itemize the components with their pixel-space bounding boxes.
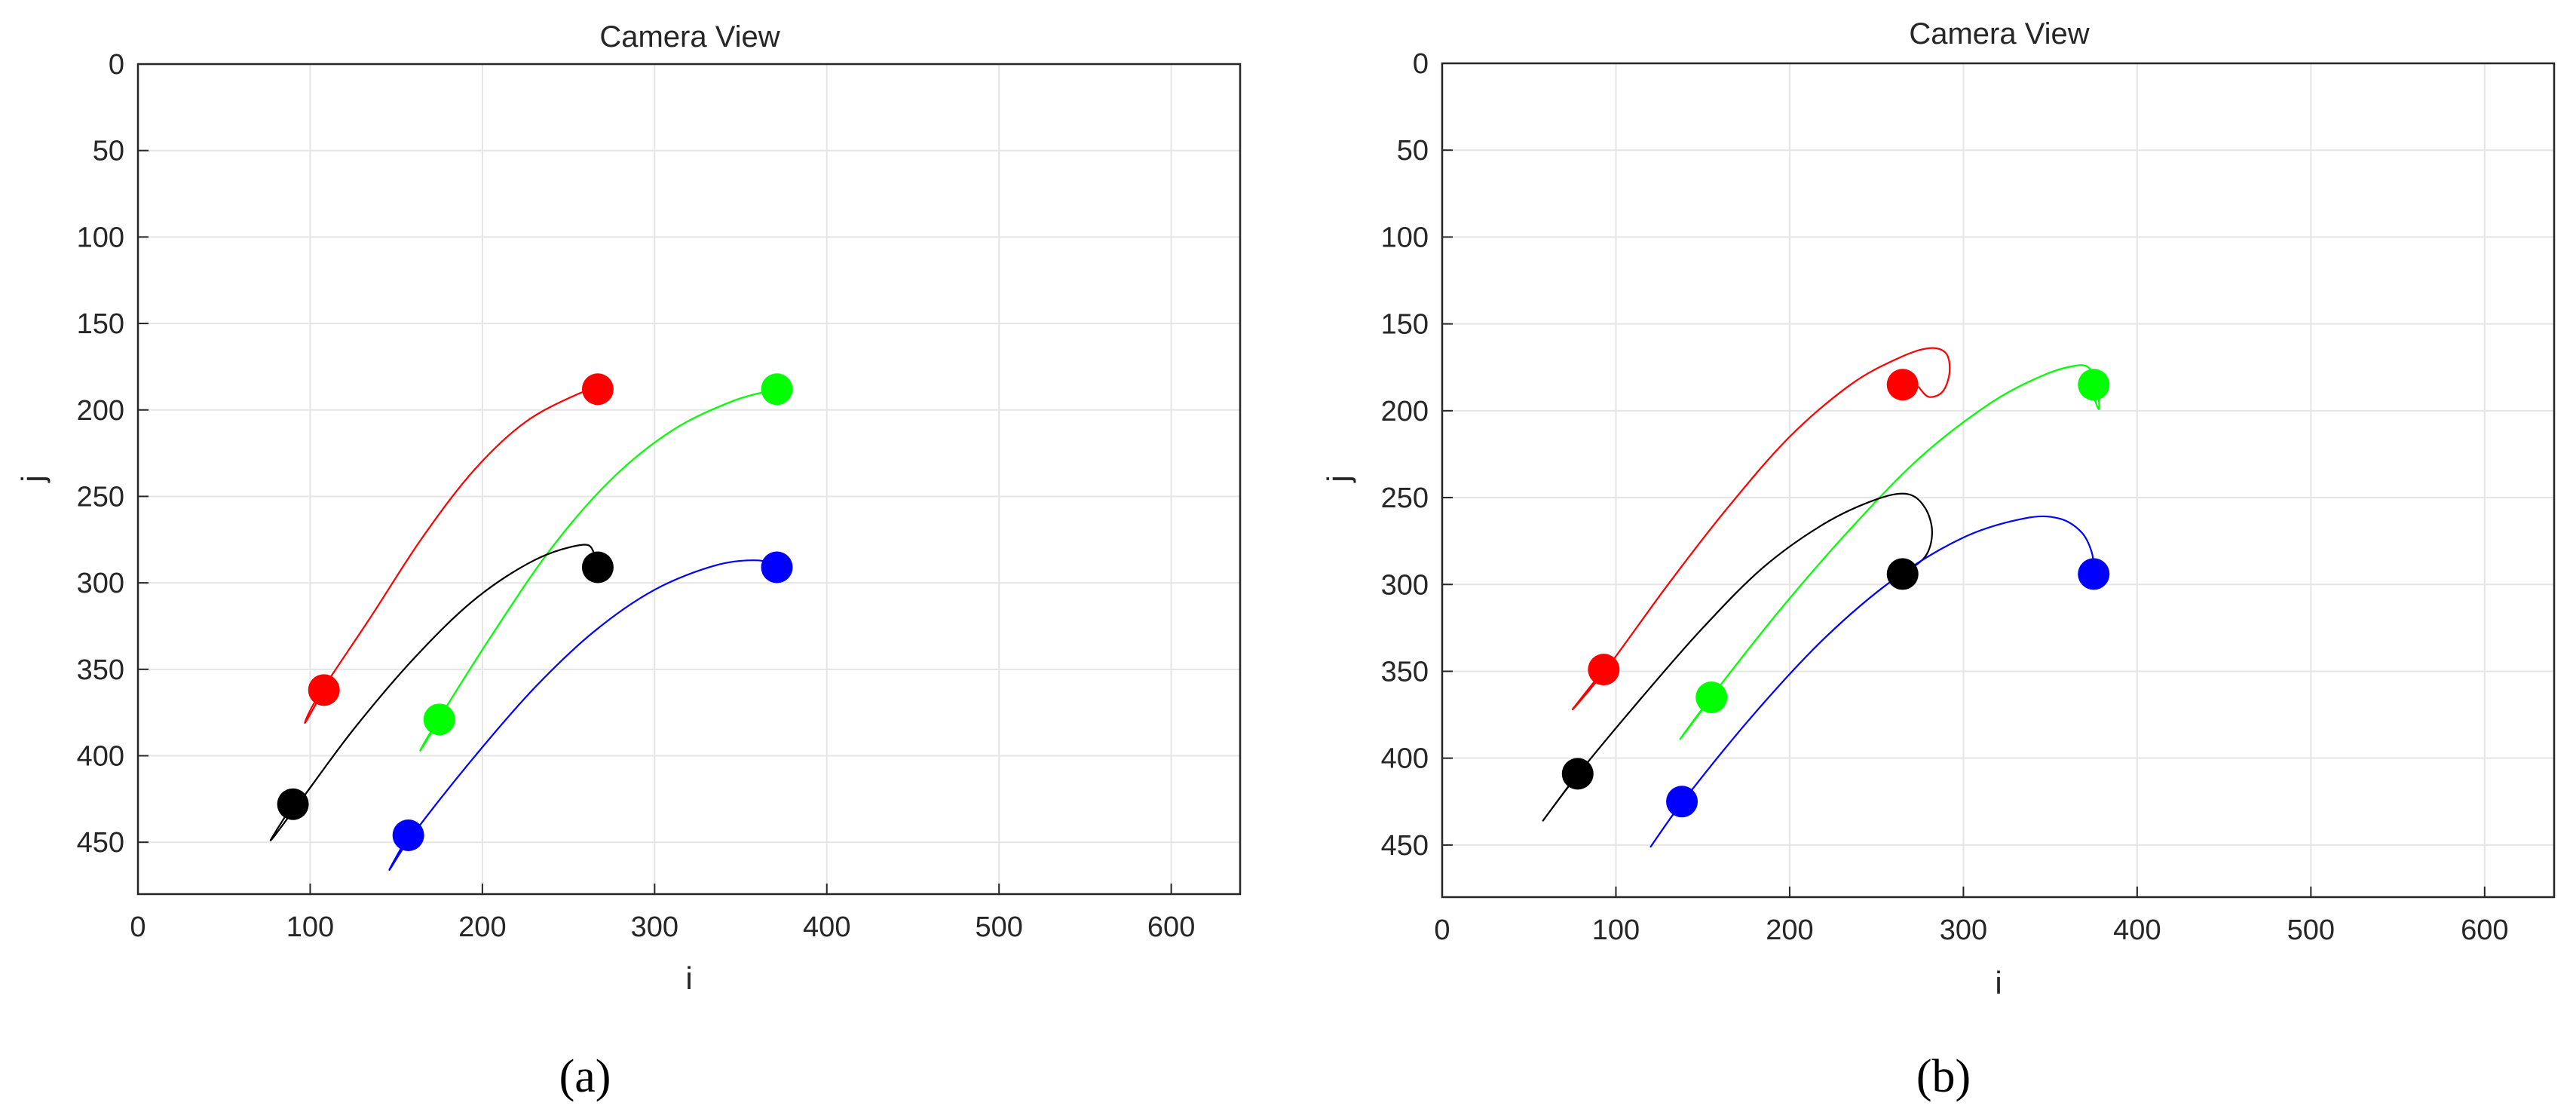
- y-tick-label: 400: [1381, 743, 1429, 775]
- x-tick-label: 200: [1766, 914, 1813, 946]
- x-tick-labels: 0 100 200 300 400 500 600: [1434, 887, 2509, 946]
- grid-lines: [137, 63, 1240, 894]
- x-tick-labels: 0 100 200 300 400 500 600: [130, 884, 1195, 943]
- trajectory-line: [1571, 347, 1951, 711]
- plot-frame: [136, 63, 1242, 896]
- chart-title: Camera View: [599, 20, 780, 54]
- y-tick-label: 250: [77, 481, 124, 513]
- y-axis-label: j: [15, 475, 51, 483]
- y-tick-label: 450: [1381, 830, 1429, 862]
- y-tick-label: 350: [1381, 656, 1429, 688]
- marker-point: [1588, 654, 1620, 686]
- y-tick-label: 300: [1381, 569, 1429, 601]
- marker-point: [1561, 758, 1594, 790]
- y-tick-label: 200: [1381, 396, 1429, 427]
- marker-point: [761, 373, 793, 406]
- y-tick-label: 150: [77, 308, 124, 340]
- y-tick-label: 200: [77, 395, 124, 427]
- marker-point: [1666, 786, 1698, 818]
- x-tick-label: 100: [286, 911, 334, 943]
- x-axis-label: i: [1995, 965, 2002, 1000]
- y-tick-label: 50: [1397, 135, 1429, 167]
- chart-title: Camera View: [1909, 17, 2089, 51]
- marker-point: [1886, 558, 1919, 590]
- trajectory-line: [1679, 364, 2100, 740]
- marker-point: [277, 788, 309, 820]
- y-tick-label: 100: [77, 222, 124, 253]
- y-tick-label: 400: [77, 741, 124, 773]
- y-tick-label: 450: [77, 827, 124, 859]
- marker-point: [392, 819, 424, 852]
- y-tick-labels: 0 50 100 150 200 250 300 350 400 450: [1381, 48, 1453, 862]
- grid-lines: [1441, 63, 2554, 897]
- x-tick-label: 400: [2113, 914, 2161, 946]
- x-axis-label: i: [685, 960, 692, 996]
- marker-point: [581, 551, 614, 584]
- y-tick-label: 50: [93, 136, 124, 167]
- x-tick-label: 100: [1592, 914, 1640, 946]
- y-axis-label: j: [1321, 475, 1356, 483]
- panel-caption: (a): [559, 1051, 611, 1102]
- markers: [277, 373, 793, 852]
- marker-point: [2078, 558, 2110, 590]
- y-tick-label: 150: [1381, 309, 1429, 341]
- marker-point: [581, 373, 614, 406]
- marker-point: [1886, 369, 1919, 401]
- y-tick-label: 250: [1381, 482, 1429, 514]
- y-tick-label: 350: [77, 654, 124, 686]
- trajectory-line: [419, 388, 777, 752]
- markers: [1561, 369, 2110, 818]
- y-tick-label: 0: [1413, 48, 1429, 80]
- panel-caption: (b): [1916, 1051, 1971, 1102]
- marker-point: [2078, 369, 2110, 401]
- x-tick-label: 400: [803, 911, 850, 943]
- x-tick-label: 500: [2287, 914, 2335, 946]
- trajectories: [1542, 347, 2100, 848]
- marker-point: [308, 674, 340, 706]
- x-tick-label: 0: [1434, 914, 1450, 946]
- trajectory-line: [1649, 515, 2095, 848]
- trajectories: [269, 388, 777, 871]
- x-tick-label: 500: [975, 911, 1022, 943]
- y-tick-label: 0: [109, 49, 124, 81]
- marker-point: [423, 703, 455, 736]
- panel-b: Camera View 0 100 200 300 400 500 600 0 50 100 15…: [1321, 17, 2556, 1102]
- plot-frame: [1441, 62, 2556, 899]
- x-tick-label: 0: [130, 911, 145, 943]
- x-tick-label: 200: [458, 911, 506, 943]
- marker-point: [1695, 682, 1728, 714]
- y-tick-labels: 0 50 100 150 200 250 300 350 400 450: [77, 49, 149, 859]
- x-tick-label: 600: [2461, 914, 2508, 946]
- x-tick-label: 300: [631, 911, 678, 943]
- y-tick-label: 300: [77, 568, 124, 599]
- trajectory-line: [304, 388, 599, 724]
- marker-point: [761, 551, 793, 584]
- y-tick-label: 100: [1381, 222, 1429, 253]
- x-tick-label: 300: [1940, 914, 1987, 946]
- panel-a: Camera View 0 100 200 300 400 500 600 0 50 100 15…: [15, 20, 1242, 1102]
- x-tick-label: 600: [1147, 911, 1195, 943]
